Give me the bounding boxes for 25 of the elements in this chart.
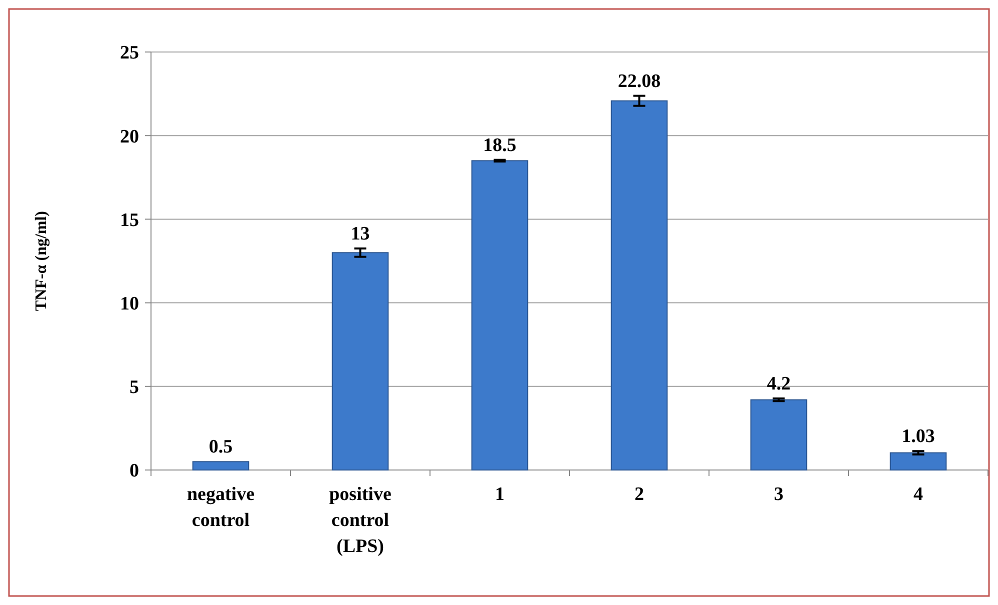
data-label: 4.2 bbox=[766, 373, 791, 394]
data-label: 18.5 bbox=[483, 134, 516, 156]
y-tick-label: 20 bbox=[120, 126, 139, 148]
x-tick-label: positive control (LPS) bbox=[329, 484, 392, 557]
data-label: 0.5 bbox=[208, 436, 233, 458]
bar bbox=[471, 160, 528, 470]
bar bbox=[192, 461, 250, 470]
y-tick-label: 5 bbox=[130, 377, 139, 398]
bar bbox=[750, 399, 808, 470]
data-label: 1.03 bbox=[902, 426, 935, 448]
y-tick-label: 25 bbox=[120, 42, 139, 64]
data-label: 22.08 bbox=[618, 70, 661, 92]
y-tick-label: 10 bbox=[120, 293, 139, 314]
y-axis-title: TNF-α (ng/ml) bbox=[33, 210, 50, 312]
bar bbox=[610, 100, 668, 470]
x-tick-label: 2 bbox=[634, 484, 644, 505]
x-tick-label: 4 bbox=[914, 484, 924, 505]
x-tick-label: 1 bbox=[495, 484, 504, 505]
y-tick-label: 0 bbox=[130, 460, 139, 482]
x-tick-label: negative control bbox=[186, 484, 255, 531]
bar bbox=[890, 452, 947, 470]
x-tick-label: 3 bbox=[774, 484, 784, 505]
bar bbox=[332, 252, 389, 470]
data-label: 13 bbox=[350, 223, 370, 244]
y-tick-label: 15 bbox=[120, 210, 139, 231]
